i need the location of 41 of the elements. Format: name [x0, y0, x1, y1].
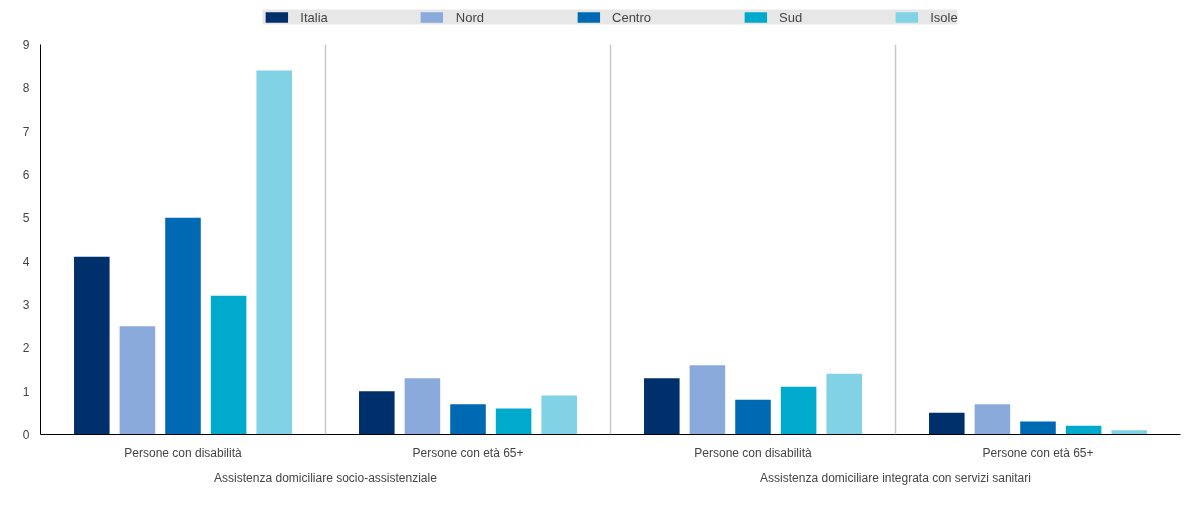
text: Assistenza domiciliare socio-assistenziale [214, 470, 438, 485]
text: Assistenza domiciliare integrata con servizi sanitari [760, 470, 1031, 485]
y-tick-label: 8 [22, 81, 30, 96]
bar [541, 395, 577, 435]
bar [1020, 421, 1056, 435]
y-tick-label: 1 [22, 384, 30, 399]
bar [359, 391, 395, 435]
bar [256, 70, 292, 435]
bar [119, 326, 156, 435]
y-tick-label: 3 [22, 298, 30, 312]
bar [74, 256, 110, 435]
bar [689, 365, 726, 435]
bar [495, 408, 532, 435]
bar [735, 399, 771, 435]
legend-label: Isole [930, 9, 958, 25]
legend-label: Italia [300, 9, 328, 25]
bar [1065, 425, 1102, 435]
bar [780, 386, 817, 435]
legend-label: Sud [779, 9, 803, 25]
x-tick-label: Persone con età 65+ [412, 445, 524, 460]
x-tick-label: Persone con disabilità [694, 445, 813, 460]
y-tick-label: 0 [22, 428, 30, 442]
y-tick-label: 9 [22, 38, 30, 52]
y-tick-label: 7 [22, 124, 30, 139]
bar [1111, 430, 1147, 435]
y-tick-label: 6 [22, 168, 30, 182]
bar [404, 378, 441, 435]
y-tick-label: 5 [22, 211, 30, 226]
bar [450, 404, 486, 435]
y-tick-label: 4 [22, 254, 30, 269]
legend-label: Nord [455, 9, 485, 25]
x-tick-label: Persone con età 65+ [982, 445, 1094, 460]
bar [644, 378, 680, 435]
x-tick-label: Persone con disabilità [124, 445, 243, 460]
legend-label: Centro [612, 9, 652, 25]
bar [165, 217, 201, 435]
bar [210, 295, 247, 435]
bar [974, 404, 1011, 435]
bar [826, 373, 862, 435]
bar [929, 412, 965, 435]
y-tick-label: 2 [22, 341, 30, 356]
